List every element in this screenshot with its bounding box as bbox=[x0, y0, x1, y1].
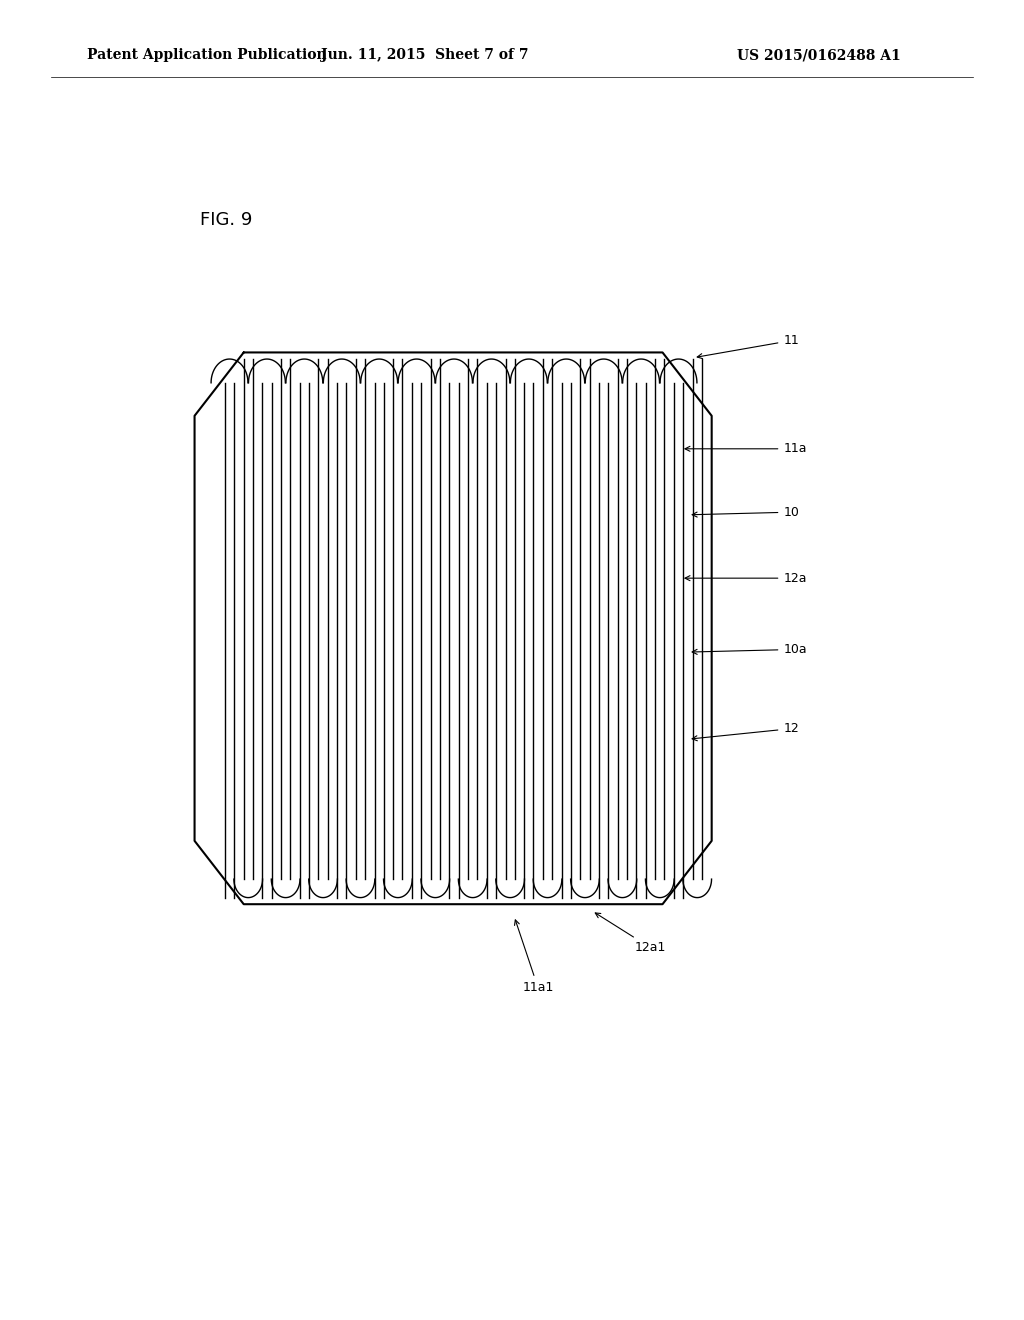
Text: 11a: 11a bbox=[685, 442, 807, 455]
Text: FIG. 9: FIG. 9 bbox=[200, 211, 252, 230]
Text: 10: 10 bbox=[692, 506, 800, 519]
Text: Patent Application Publication: Patent Application Publication bbox=[87, 49, 327, 62]
Text: 11a1: 11a1 bbox=[514, 920, 554, 994]
Text: 10a: 10a bbox=[692, 643, 807, 656]
Text: US 2015/0162488 A1: US 2015/0162488 A1 bbox=[737, 49, 901, 62]
Text: 12a1: 12a1 bbox=[595, 913, 667, 954]
Text: 11: 11 bbox=[697, 334, 799, 359]
Text: 12: 12 bbox=[692, 722, 799, 741]
Text: 12a: 12a bbox=[685, 572, 807, 585]
Text: Jun. 11, 2015  Sheet 7 of 7: Jun. 11, 2015 Sheet 7 of 7 bbox=[322, 49, 528, 62]
